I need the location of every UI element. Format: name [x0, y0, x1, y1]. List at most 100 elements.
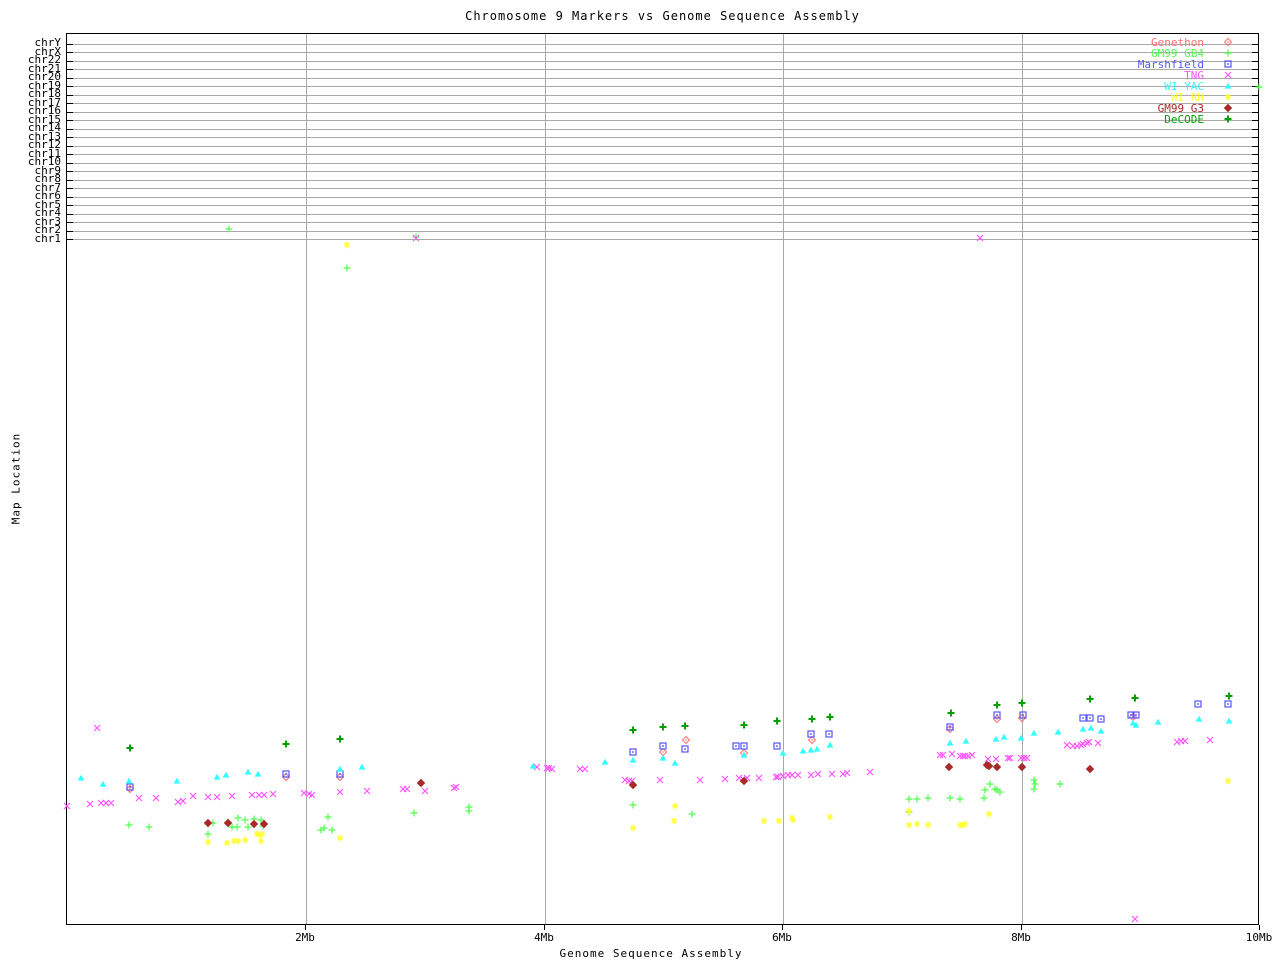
data-point-wi-rh	[961, 819, 969, 829]
data-point-wi-yac	[601, 758, 609, 765]
y-axis-tick-label: chr10	[27, 155, 61, 168]
y-tick-right	[1252, 129, 1258, 130]
x-tick	[305, 925, 306, 930]
data-point-gm99-gb4	[1055, 779, 1065, 789]
data-point-wi-rh	[257, 836, 265, 846]
y-tick-right	[1252, 171, 1258, 172]
data-point-wi-yac	[1030, 729, 1038, 736]
data-point-gm99-gb4	[912, 794, 922, 804]
data-point-gm99-gb4	[1254, 82, 1264, 92]
data-point-tng	[581, 765, 589, 773]
data-point-tng	[984, 755, 992, 763]
y-tick-left	[67, 180, 73, 181]
data-point-tng	[363, 787, 371, 795]
plot-area	[66, 33, 1259, 925]
y-tick-right	[1252, 197, 1258, 198]
data-point-gm99-gb4	[327, 825, 337, 835]
data-point-genethon	[682, 736, 690, 744]
data-point-decode	[1224, 691, 1234, 701]
y-tick-left	[67, 171, 73, 172]
chromosome-gridline	[67, 214, 1258, 215]
y-axis-tick-label: chr12	[27, 138, 61, 151]
data-point-gm99-gb4	[687, 809, 697, 819]
data-point-tng	[828, 770, 836, 778]
y-axis-tick-label: chr1	[34, 232, 62, 245]
data-point-wi-rh	[788, 813, 796, 823]
y-tick-left	[67, 103, 73, 104]
data-point-wi-yac	[125, 777, 133, 784]
y-axis-tick-label: chr8	[34, 172, 62, 185]
data-point-gm99-gb4	[923, 793, 933, 803]
y-tick-left	[67, 205, 73, 206]
data-point-marshfield	[807, 730, 815, 738]
data-point-decode	[628, 725, 638, 735]
chromosome-gridline	[67, 86, 1258, 87]
data-point-tng	[1017, 754, 1025, 762]
data-point-wi-yac	[1017, 734, 1025, 741]
data-point-wi-yac	[1097, 727, 1105, 734]
legend-item-label: GM99 GB4	[1151, 46, 1204, 60]
y-tick-left	[67, 69, 73, 70]
legend-marker-wi-rh	[1224, 92, 1232, 102]
chromosome-gridline	[67, 171, 1258, 172]
data-point-tng	[1023, 754, 1031, 762]
legend-marker-marshfield	[1224, 60, 1232, 68]
data-point-tng	[755, 774, 763, 782]
chromosome-gridline	[67, 231, 1258, 232]
data-point-wi-rh	[223, 838, 231, 848]
x-gridline	[545, 34, 546, 924]
legend-marker-gm99-g3	[1224, 104, 1232, 112]
data-point-gm99-g3	[417, 779, 425, 787]
data-point-wi-rh	[670, 816, 678, 826]
data-point-gm99-g3	[1086, 765, 1094, 773]
data-point-tng	[992, 755, 1000, 763]
data-point-gm99-gb4	[409, 808, 419, 818]
data-point-tng	[452, 783, 460, 791]
y-tick-left	[67, 120, 73, 121]
y-tick-left	[67, 188, 73, 189]
data-point-wi-yac	[244, 768, 252, 775]
data-point-gm99-gb4	[233, 813, 243, 823]
data-point-wi-rh	[913, 819, 921, 829]
data-point-gm99-gb4	[945, 793, 955, 803]
data-point-gm99-gb4	[980, 785, 990, 795]
x-gridline	[783, 34, 784, 924]
x-gridline	[306, 34, 307, 924]
data-point-wi-rh	[905, 806, 913, 816]
chromosome-gridline	[67, 78, 1258, 79]
data-point-wi-yac	[962, 737, 970, 744]
chromosome-gridline	[67, 44, 1258, 45]
data-point-tng	[1063, 741, 1071, 749]
y-tick-left	[67, 163, 73, 164]
y-tick-right	[1252, 180, 1258, 181]
data-point-gm99-gb4	[464, 806, 474, 816]
y-tick-left	[67, 231, 73, 232]
chromosome-gridline	[67, 95, 1258, 96]
chromosome-gridline	[67, 163, 1258, 164]
y-tick-right	[1252, 163, 1258, 164]
data-point-marshfield	[825, 730, 833, 738]
data-point-decode	[658, 722, 668, 732]
data-point-tng	[1083, 739, 1091, 747]
y-tick-right	[1252, 44, 1258, 45]
data-point-gm99-gb4	[144, 822, 154, 832]
data-point-wi-rh	[343, 240, 351, 250]
y-tick-left	[67, 95, 73, 96]
chromosome-gridline	[67, 146, 1258, 147]
data-point-decode	[125, 743, 135, 753]
data-point-wi-yac	[1000, 733, 1008, 740]
data-point-tng	[788, 771, 796, 779]
data-point-wi-rh	[204, 837, 212, 847]
data-point-gm99-gb4	[411, 232, 421, 242]
y-tick-left	[67, 52, 73, 53]
data-point-gm99-gb4	[342, 263, 352, 273]
data-point-wi-yac	[659, 754, 667, 761]
legend-marker-wi-yac	[1224, 82, 1232, 89]
data-point-gm99-gb4	[1029, 775, 1039, 785]
data-point-gm99-gb4	[628, 800, 638, 810]
y-axis-tick-label: chr18	[27, 87, 61, 100]
y-tick-right	[1252, 231, 1258, 232]
data-point-wi-rh	[336, 833, 344, 843]
y-axis-tick-label: chr21	[27, 62, 61, 75]
